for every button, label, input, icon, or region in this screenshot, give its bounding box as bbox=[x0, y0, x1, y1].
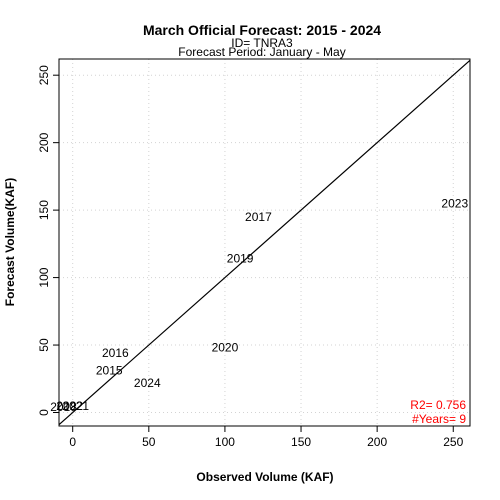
y-axis-title: Forecast Volume(KAF) bbox=[3, 178, 17, 306]
reference-line-layer bbox=[58, 59, 471, 426]
y-tick-label: 100 bbox=[37, 267, 51, 287]
point-label-2023: 2023 bbox=[441, 196, 468, 210]
y-tick-label: 0 bbox=[37, 409, 51, 416]
chart-title: March Official Forecast: 2015 - 2024 bbox=[143, 22, 381, 38]
y-tick-label: 250 bbox=[37, 65, 51, 85]
x-tick-label: 250 bbox=[443, 435, 463, 449]
x-tick-label: 50 bbox=[142, 435, 156, 449]
grid bbox=[59, 59, 470, 426]
x-axis: 0 50 100 150 200 250 bbox=[69, 426, 464, 449]
x-tick-label: 100 bbox=[215, 435, 235, 449]
point-label-2021: 2021 bbox=[62, 399, 89, 413]
point-label-2024: 2024 bbox=[134, 376, 161, 390]
years-stat: #Years= 9 bbox=[412, 412, 466, 426]
point-label-2022: 2022 bbox=[56, 399, 83, 413]
y-tick-label: 150 bbox=[37, 200, 51, 220]
r2-stat: R2= 0.756 bbox=[410, 398, 466, 412]
x-tick-label: 150 bbox=[291, 435, 311, 449]
x-axis-title: Observed Volume (KAF) bbox=[196, 470, 333, 484]
point-label-2017: 2017 bbox=[245, 210, 272, 224]
y-tick-label: 50 bbox=[37, 338, 51, 352]
y-axis: 0 50 100 150 200 250 bbox=[37, 65, 59, 416]
one-to-one-line bbox=[58, 59, 471, 426]
point-label-2020: 2020 bbox=[212, 341, 239, 355]
point-label-2016: 2016 bbox=[102, 346, 129, 360]
forecast-period: Forecast Period: January - May bbox=[178, 45, 345, 59]
x-tick-label: 0 bbox=[69, 435, 76, 449]
point-label-2019: 2019 bbox=[227, 252, 254, 266]
station-id: ID= TNRA3 bbox=[231, 36, 293, 50]
point-label-2015: 2015 bbox=[96, 364, 123, 378]
point-label-2018: 2018 bbox=[50, 400, 77, 414]
plot-frame bbox=[58, 58, 471, 427]
y-tick-label: 200 bbox=[37, 132, 51, 152]
x-tick-label: 200 bbox=[367, 435, 387, 449]
